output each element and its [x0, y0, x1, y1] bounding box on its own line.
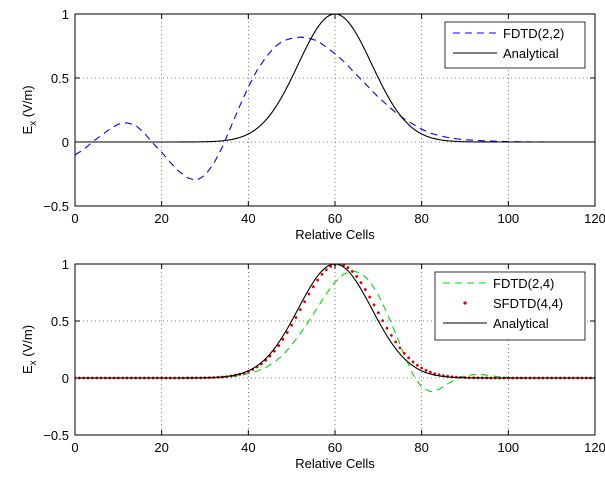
x-tick-label: 100 — [497, 440, 519, 455]
x-tick-label: 80 — [414, 211, 428, 226]
y-tick-label: −0.5 — [43, 199, 69, 214]
x-tick-label: 60 — [328, 440, 342, 455]
x-tick-label: 60 — [328, 211, 342, 226]
data-point-sfdtd-4-4 — [342, 264, 346, 267]
x-tick-label: 40 — [241, 440, 255, 455]
data-point-sfdtd-4-4 — [350, 270, 354, 273]
series-line-analytical — [75, 264, 595, 379]
x-tick-label: 20 — [154, 211, 168, 226]
data-point-sfdtd-4-4 — [368, 295, 372, 299]
y-axis-label-unit: (V/m) — [20, 325, 35, 360]
x-axis-label: Relative Cells — [295, 456, 375, 471]
y-tick-label: −0.5 — [43, 428, 69, 443]
data-point-sfdtd-4-4 — [329, 265, 333, 268]
data-point-sfdtd-4-4 — [424, 368, 428, 372]
legend-box — [444, 21, 586, 69]
grid — [75, 14, 595, 206]
y-axis-label-symbol: E — [20, 365, 35, 374]
legend-label-analytical: Analytical — [493, 316, 549, 331]
y-axis-label-subscript: x — [28, 121, 39, 126]
data-point-sfdtd-4-4 — [298, 308, 302, 312]
data-point-sfdtd-4-4 — [359, 281, 363, 285]
y-axis-label: Ex (V/m) — [20, 325, 39, 374]
legend-marker-sfdtd-4-4 — [463, 301, 467, 305]
x-tick-label: 120 — [584, 211, 605, 226]
series-line-fdtd-2-2 — [75, 36, 595, 181]
y-tick-label: 0.5 — [51, 314, 69, 329]
data-point-sfdtd-4-4 — [290, 323, 294, 327]
data-point-sfdtd-4-4 — [372, 303, 376, 307]
plot-area — [75, 264, 595, 393]
y-axis-label-symbol: E — [20, 126, 35, 135]
y-tick-label: 0 — [62, 371, 69, 386]
legend-label-fdtd-2-4: FDTD(2,4) — [493, 276, 554, 291]
x-tick-label: 0 — [71, 211, 78, 226]
series-line-fdtd-2-4 — [75, 270, 595, 393]
y-tick-label: 1 — [62, 257, 69, 272]
data-point-sfdtd-4-4 — [303, 300, 307, 304]
legend-label-sfdtd-4-4: SFDTD(4,4) — [493, 296, 563, 311]
series-sfdtd-4-4 — [75, 264, 595, 380]
data-point-sfdtd-4-4 — [346, 266, 350, 269]
data-point-sfdtd-4-4 — [376, 311, 380, 315]
y-tick-label: 0 — [62, 135, 69, 150]
data-point-sfdtd-4-4 — [394, 340, 398, 344]
x-tick-label: 80 — [414, 440, 428, 455]
y-tick-label: 0.5 — [51, 71, 69, 86]
data-point-sfdtd-4-4 — [381, 319, 385, 323]
data-point-sfdtd-4-4 — [433, 372, 437, 376]
data-point-sfdtd-4-4 — [294, 316, 298, 319]
data-point-sfdtd-4-4 — [281, 337, 285, 341]
data-point-sfdtd-4-4 — [285, 331, 289, 334]
legend-label-fdtd-2-2: FDTD(2,2) — [503, 26, 564, 41]
data-point-sfdtd-4-4 — [415, 363, 419, 367]
data-point-sfdtd-4-4 — [355, 275, 359, 278]
data-point-sfdtd-4-4 — [363, 288, 367, 291]
y-axis-label-unit: (V/m) — [20, 85, 35, 120]
legend: FDTD(2,4) SFDTD(4,4) Analytical — [434, 271, 586, 341]
x-tick-label: 20 — [154, 440, 168, 455]
data-point-sfdtd-4-4 — [324, 268, 328, 272]
data-point-sfdtd-4-4 — [320, 272, 324, 276]
data-point-sfdtd-4-4 — [398, 346, 402, 350]
data-point-sfdtd-4-4 — [389, 333, 393, 337]
plot-area — [75, 14, 595, 181]
x-tick-label: 100 — [497, 211, 519, 226]
x-tick-label: 0 — [71, 440, 78, 455]
x-tick-label: 120 — [584, 440, 605, 455]
data-point-sfdtd-4-4 — [277, 344, 281, 347]
data-point-sfdtd-4-4 — [316, 278, 320, 282]
data-point-sfdtd-4-4 — [385, 326, 389, 330]
x-tick-label: 40 — [241, 211, 255, 226]
data-point-sfdtd-4-4 — [407, 356, 411, 360]
x-axis-label: Relative Cells — [295, 227, 375, 242]
data-point-sfdtd-4-4 — [420, 366, 424, 370]
y-axis-label-subscript: x — [28, 360, 39, 365]
data-point-sfdtd-4-4 — [428, 370, 432, 374]
data-point-sfdtd-4-4 — [307, 292, 311, 296]
data-point-sfdtd-4-4 — [311, 285, 315, 289]
data-point-sfdtd-4-4 — [411, 360, 415, 364]
series-line-analytical — [75, 14, 595, 143]
data-point-sfdtd-4-4 — [402, 351, 406, 355]
legend-label-analytical: Analytical — [503, 46, 559, 61]
legend: FDTD(2,2) Analytical — [444, 21, 586, 69]
y-axis-label: Ex (V/m) — [20, 85, 39, 134]
data-point-sfdtd-4-4 — [272, 349, 276, 353]
y-tick-label: 1 — [62, 7, 69, 22]
